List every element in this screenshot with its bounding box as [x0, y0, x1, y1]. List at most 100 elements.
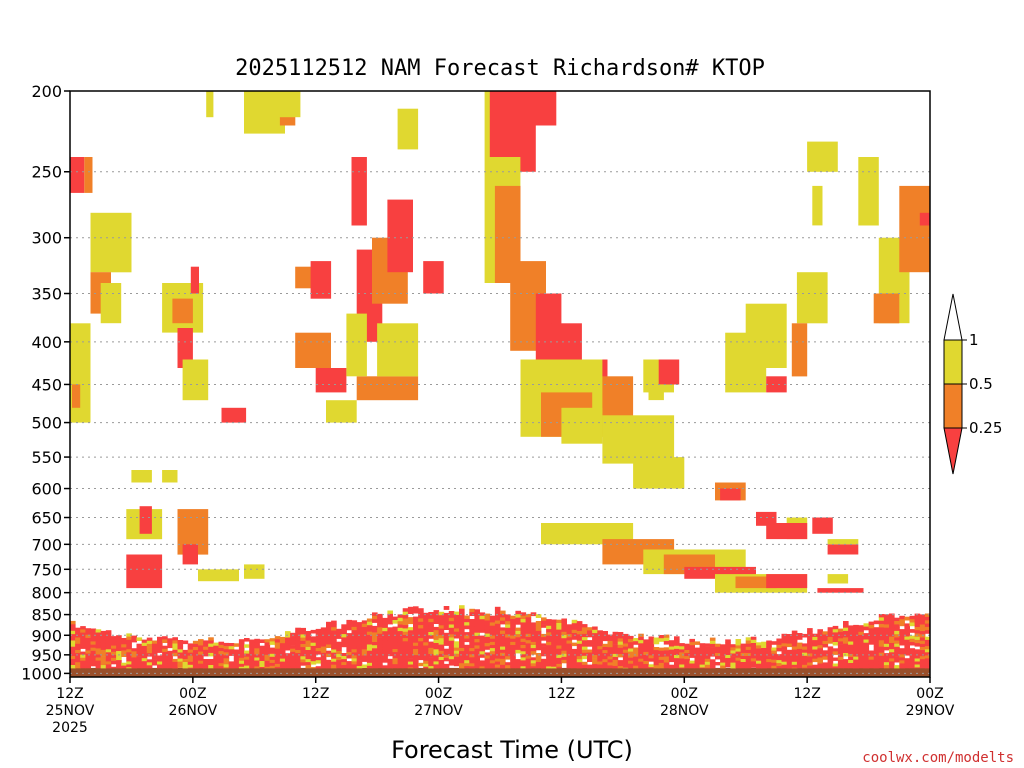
- heatmap-cell: [423, 626, 429, 630]
- heatmap-cell: [269, 650, 276, 655]
- heatmap-cell: [520, 622, 527, 627]
- heatmap-cell: [740, 659, 747, 663]
- heatmap-cell: [269, 665, 276, 669]
- heatmap-cell: [658, 653, 665, 658]
- heatmap-cell: [505, 614, 511, 619]
- heatmap-cell: [198, 642, 204, 646]
- heatmap-cell: [510, 660, 516, 664]
- heatmap-cell: [244, 644, 250, 648]
- heatmap-cell: [121, 644, 127, 648]
- heatmap-cell: [873, 655, 880, 659]
- heatmap-cell: [249, 658, 255, 662]
- heatmap-cell: [366, 644, 373, 648]
- heatmap-cell: [418, 621, 424, 626]
- heatmap-cell: [366, 634, 373, 639]
- heatmap-cell: [597, 643, 603, 647]
- heatmap-cell: [382, 627, 388, 632]
- heatmap-cell: [423, 654, 429, 659]
- heatmap-cell: [832, 638, 839, 643]
- heatmap-cell: [418, 615, 424, 619]
- heatmap-cell: [771, 659, 777, 664]
- heatmap-cell: [622, 655, 629, 660]
- heatmap-cell: [581, 649, 588, 654]
- heatmap-cell: [827, 640, 834, 644]
- heatmap-cell: [571, 629, 578, 634]
- heatmap-cell: [413, 645, 419, 650]
- heatmap-cell: [494, 649, 501, 653]
- heatmap-cell: [346, 652, 352, 656]
- heatmap-cell: [853, 631, 859, 636]
- heatmap-cell: [244, 656, 250, 661]
- heatmap-cell: [290, 663, 296, 668]
- heatmap-cell: [796, 651, 803, 656]
- heatmap-cell: [648, 649, 655, 653]
- heatmap-cell: [761, 641, 767, 646]
- heatmap-cell: [433, 649, 440, 653]
- heatmap-cell: [136, 653, 143, 657]
- heatmap-cell: [146, 640, 153, 645]
- heatmap-cell: [290, 642, 296, 646]
- heatmap-cell: [402, 641, 409, 645]
- heatmap-cell: [131, 660, 137, 664]
- heatmap-cell: [203, 664, 209, 669]
- heatmap-cell: [730, 665, 736, 669]
- heatmap-cell: [223, 658, 230, 662]
- heatmap-cell: [459, 622, 465, 626]
- heatmap-cell: [300, 647, 306, 651]
- heatmap-cell: [116, 647, 122, 652]
- heatmap-cell: [715, 653, 721, 657]
- heatmap-cell: [85, 634, 91, 639]
- heatmap-cell: [131, 666, 137, 669]
- heatmap-cell: [720, 665, 726, 669]
- heatmap-cell: [356, 635, 363, 639]
- heatmap-cell: [290, 648, 296, 653]
- heatmap-cell: [228, 661, 235, 665]
- heatmap-cell: [674, 652, 680, 656]
- heatmap-cell: [474, 651, 480, 656]
- heatmap-cell: [899, 657, 905, 661]
- heatmap-cell: [796, 667, 803, 669]
- heatmap-cell: [576, 659, 583, 663]
- heatmap-cell: [494, 620, 501, 625]
- heatmap-cell: [438, 628, 445, 633]
- heatmap-cell: [361, 630, 368, 634]
- heatmap-cell: [597, 646, 603, 650]
- heatmap-cell: [868, 621, 875, 626]
- y-tick-label: 450: [31, 375, 62, 394]
- heatmap-cell: [489, 648, 496, 652]
- heatmap-cell: [100, 643, 107, 648]
- heatmap-cell: [397, 627, 404, 632]
- heatmap-cell: [873, 620, 880, 625]
- heatmap-cell: [848, 638, 854, 642]
- heatmap-cell: [418, 608, 424, 613]
- heatmap-cell: [899, 615, 905, 620]
- heatmap-cell: [914, 627, 921, 631]
- heatmap-cell: [336, 635, 342, 639]
- heatmap-cell: [796, 636, 803, 640]
- heatmap-cell: [756, 651, 762, 656]
- heatmap-cell: [561, 635, 567, 639]
- heatmap-cell: [930, 655, 936, 658]
- heatmap-cell: [796, 272, 828, 324]
- heatmap-cell: [407, 617, 414, 621]
- x-tick-label: 00Z: [425, 686, 452, 702]
- heatmap-cell: [812, 517, 833, 534]
- heatmap-cell: [822, 662, 829, 666]
- heatmap-cell: [254, 642, 260, 646]
- heatmap-cell: [883, 640, 890, 645]
- x-tick-label: 29NOV: [906, 703, 955, 719]
- heatmap-cell: [469, 645, 475, 649]
- heatmap-cell: [827, 574, 849, 584]
- heatmap-cell: [592, 661, 598, 665]
- heatmap-cell: [566, 646, 573, 651]
- heatmap-cell: [295, 656, 301, 660]
- heatmap-cell: [300, 653, 306, 657]
- heatmap-cell: [382, 644, 388, 648]
- heatmap-cell: [546, 654, 552, 658]
- heatmap-cell: [500, 637, 506, 641]
- heatmap-cell: [541, 643, 547, 647]
- heatmap-cell: [459, 618, 465, 623]
- heatmap-cell: [105, 636, 112, 641]
- heatmap-cell: [812, 640, 818, 644]
- heatmap-cell: [833, 32, 859, 91]
